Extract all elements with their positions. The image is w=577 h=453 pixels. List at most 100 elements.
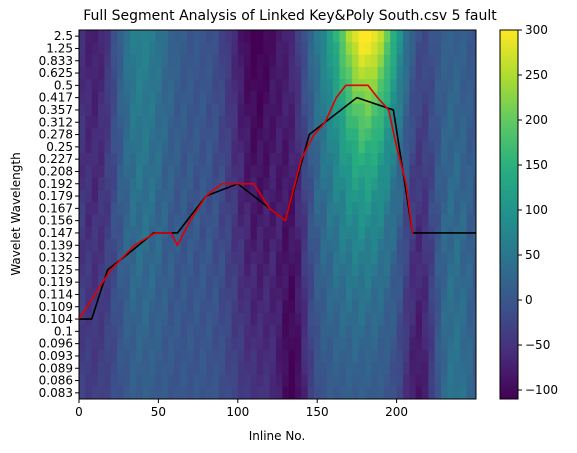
heatmap-cell	[250, 66, 258, 80]
heatmap-cell	[161, 79, 169, 92]
heatmap-cell	[288, 374, 296, 388]
heatmap-cell	[212, 386, 220, 399]
heatmap-cell	[434, 128, 442, 142]
heatmap-cell	[206, 153, 213, 166]
heatmap-cell	[320, 288, 328, 301]
heatmap-cell	[402, 103, 410, 117]
heatmap-cell	[117, 226, 124, 240]
heatmap-cell	[117, 189, 124, 203]
heatmap-cell	[314, 349, 321, 363]
heatmap-cell	[428, 276, 436, 289]
heatmap-cell	[85, 165, 93, 178]
heatmap-cell	[199, 140, 207, 154]
heatmap-cell	[142, 103, 150, 117]
heatmap-cell	[110, 263, 118, 277]
heatmap-cell	[129, 128, 137, 142]
heatmap-cell	[428, 103, 436, 117]
heatmap-cell	[155, 263, 162, 277]
heatmap-cell	[352, 386, 359, 399]
heatmap-cell	[352, 214, 359, 228]
heatmap-cell	[167, 325, 175, 338]
heatmap-cell	[345, 42, 353, 55]
heatmap-cell	[402, 337, 410, 351]
heatmap-cell	[390, 288, 397, 301]
heatmap-cell	[402, 153, 410, 166]
heatmap-cell	[155, 362, 162, 375]
heatmap-cell	[136, 165, 143, 178]
heatmap-cell	[326, 312, 334, 326]
heatmap-cell	[237, 288, 245, 301]
heatmap-cell	[301, 226, 309, 240]
heatmap-cell	[110, 226, 118, 240]
heatmap-cell	[472, 300, 476, 314]
heatmap-cell	[174, 91, 182, 105]
heatmap-cell	[428, 362, 436, 375]
heatmap-cell	[225, 362, 232, 375]
heatmap-cell	[326, 66, 334, 80]
heatmap-cell	[129, 42, 137, 55]
heatmap-cell	[167, 116, 175, 129]
heatmap-cell	[396, 300, 404, 314]
heatmap-cell	[269, 189, 277, 203]
heatmap-cell	[364, 263, 372, 277]
heatmap-cell	[117, 30, 124, 43]
y-axis: 2.51.250.8330.6250.50.4170.3570.3120.278…	[39, 29, 79, 400]
heatmap-cell	[218, 140, 226, 154]
heatmap-cell	[91, 128, 99, 142]
heatmap-cell	[396, 91, 404, 105]
heatmap-cell	[199, 214, 207, 228]
heatmap-cell	[301, 312, 309, 326]
heatmap-cell	[282, 103, 290, 117]
heatmap-cell	[199, 349, 207, 363]
heatmap-cell	[263, 386, 270, 399]
heatmap-cell	[453, 66, 461, 80]
heatmap-cell	[161, 263, 169, 277]
heatmap-cell	[161, 66, 169, 80]
heatmap-cell	[110, 386, 118, 399]
heatmap-cell	[129, 66, 137, 80]
heatmap-cell	[250, 263, 258, 277]
heatmap-cell	[409, 79, 417, 92]
heatmap-cell	[447, 288, 455, 301]
heatmap-cell	[148, 214, 156, 228]
heatmap-cell	[250, 312, 258, 326]
heatmap-cell	[142, 91, 150, 105]
heatmap-cell	[263, 263, 270, 277]
heatmap-cell	[339, 374, 347, 388]
heatmap-cell	[174, 337, 182, 351]
heatmap-cell	[377, 386, 385, 399]
heatmap-cell	[396, 165, 404, 178]
heatmap-cell	[256, 337, 264, 351]
heatmap-cell	[402, 312, 410, 326]
heatmap-cell	[231, 239, 239, 252]
heatmap-cell	[314, 91, 321, 105]
heatmap-cell	[193, 251, 201, 265]
heatmap-cell	[307, 386, 315, 399]
heatmap-cell	[91, 337, 99, 351]
heatmap-cell	[345, 165, 353, 178]
heatmap-cell	[447, 251, 455, 265]
heatmap-cell	[409, 325, 417, 338]
heatmap-cell	[339, 337, 347, 351]
heatmap-cell	[256, 42, 264, 55]
heatmap-cell	[110, 239, 118, 252]
heatmap-cell	[206, 300, 213, 314]
heatmap-cell	[415, 337, 423, 351]
heatmap-cell	[301, 202, 309, 215]
heatmap-cell	[250, 300, 258, 314]
heatmap-cell	[447, 140, 455, 154]
heatmap-cell	[453, 128, 461, 142]
heatmap-cell	[288, 312, 296, 326]
heatmap-cell	[256, 54, 264, 68]
heatmap-cell	[371, 312, 378, 326]
heatmap-cell	[364, 288, 372, 301]
heatmap-cell	[225, 386, 232, 399]
heatmap-cell	[307, 30, 315, 43]
heatmap-cell	[206, 312, 213, 326]
heatmap-cell	[206, 140, 213, 154]
heatmap-cell	[123, 349, 131, 363]
heatmap-cell	[352, 54, 359, 68]
heatmap-cell	[199, 189, 207, 203]
heatmap-cell	[117, 349, 124, 363]
heatmap-cell	[441, 202, 448, 215]
